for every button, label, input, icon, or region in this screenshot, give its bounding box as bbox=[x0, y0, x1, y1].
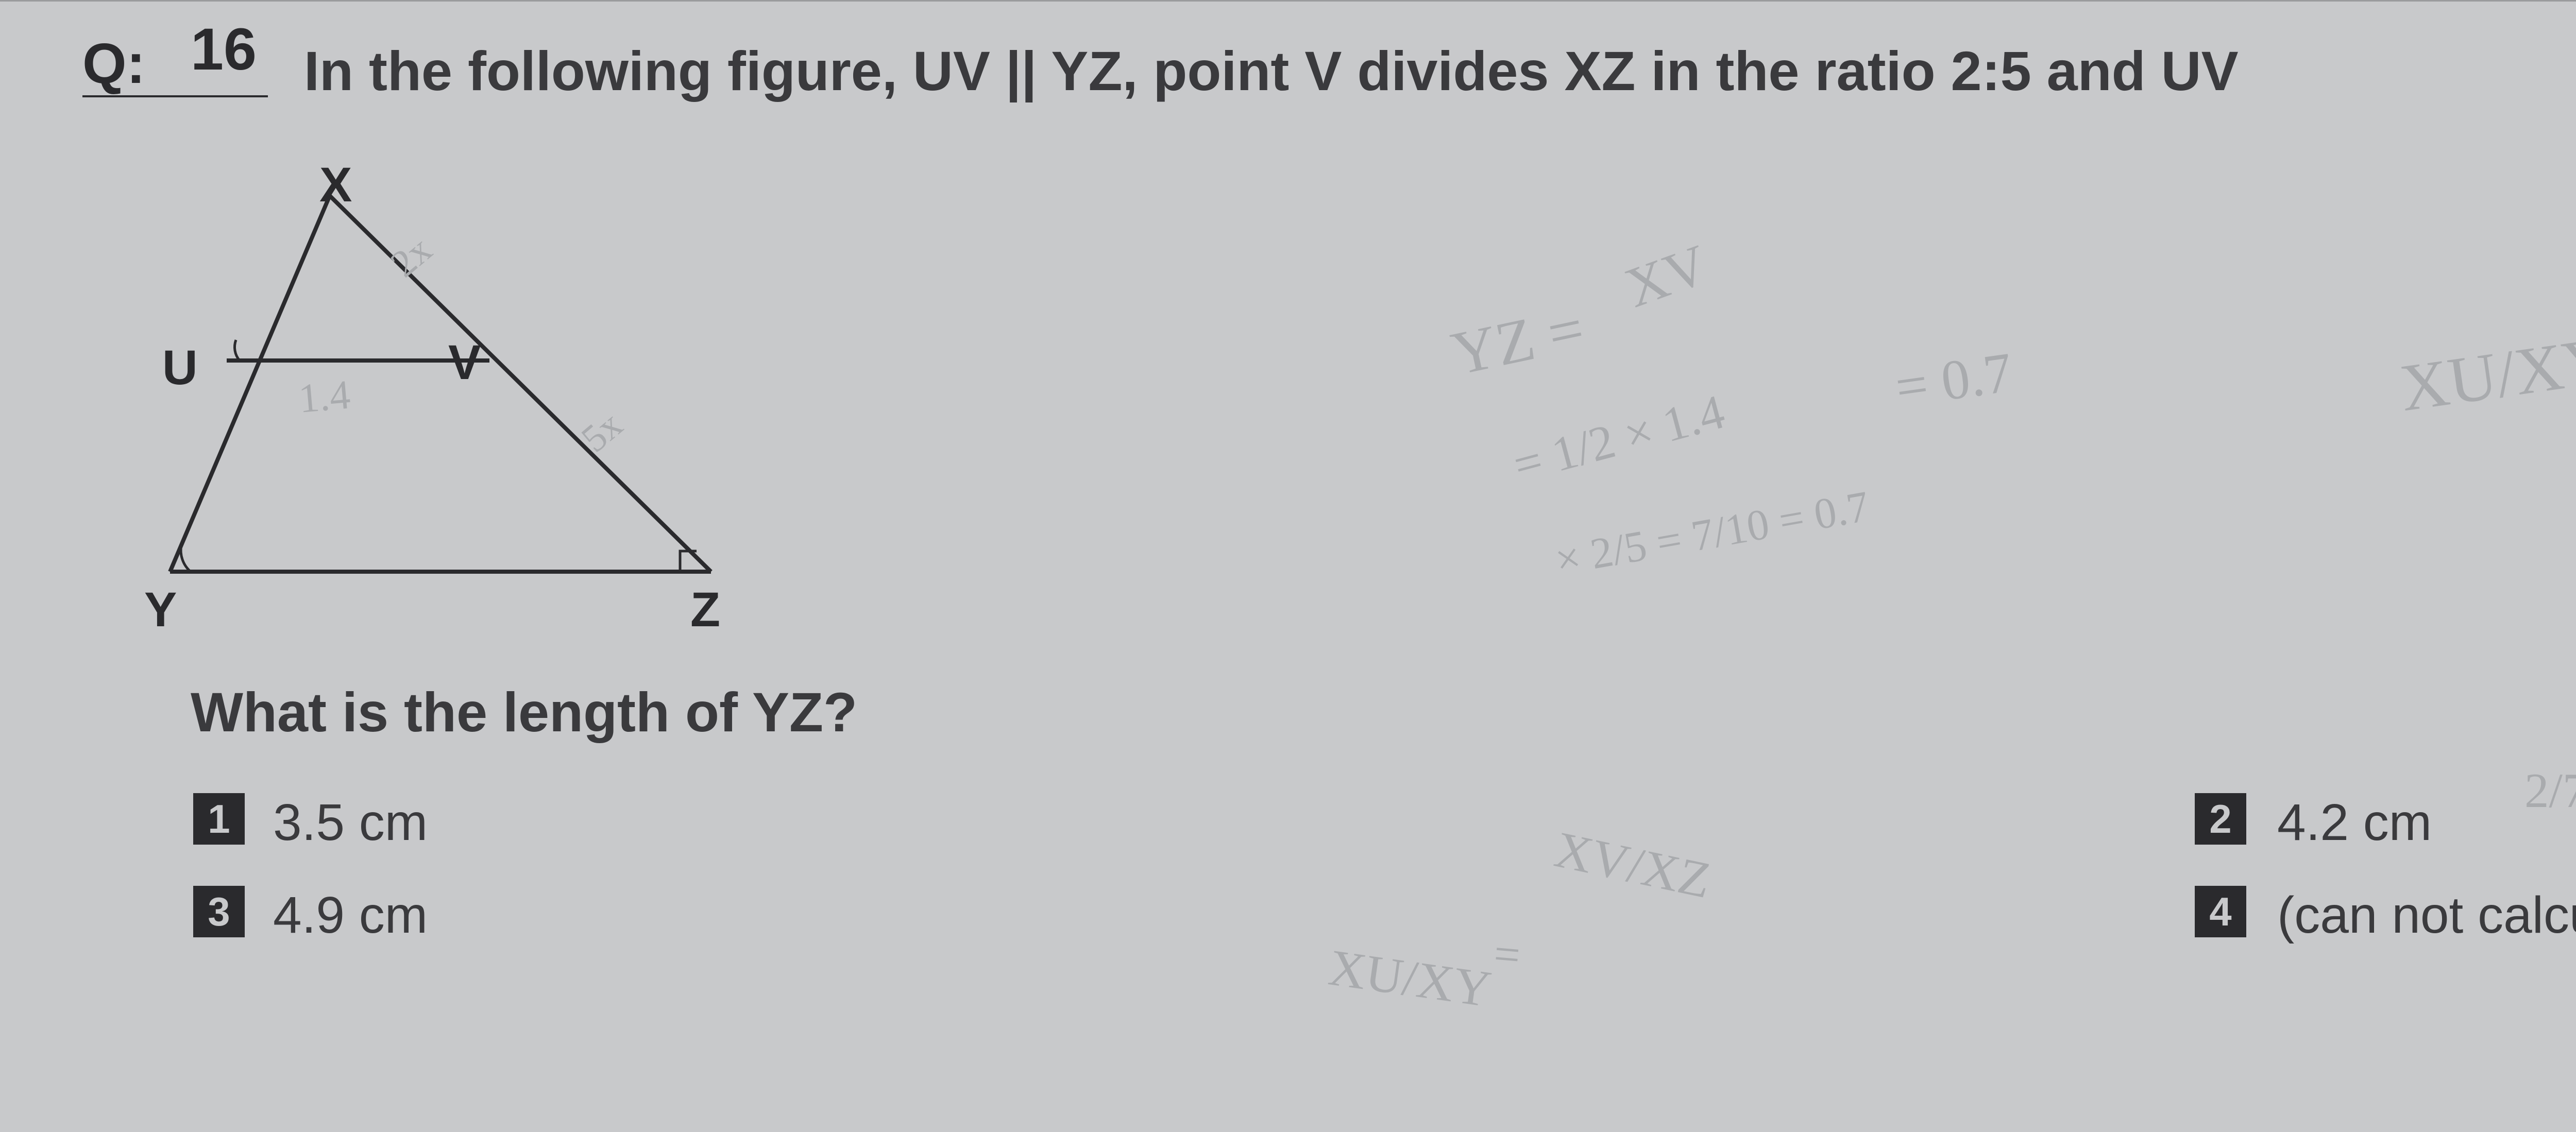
page-divider bbox=[0, 0, 2576, 2]
question-text-content: In the following figure, UV || YZ, point… bbox=[304, 40, 2239, 102]
handwriting-annotation-3: × 2/5 = 7/10 = 0.7 bbox=[1551, 481, 1873, 586]
option-3-box[interactable]: 3 bbox=[193, 886, 245, 937]
question-text: In the following figure, UV || YZ, point… bbox=[304, 39, 2239, 103]
question-label: Q: bbox=[82, 31, 145, 96]
handwriting-annotation-6: = bbox=[1492, 927, 1523, 982]
option-1-text: 3.5 cm bbox=[273, 793, 428, 852]
option-1-box[interactable]: 1 bbox=[193, 793, 245, 845]
option-4-text: (can not calculate from the g bbox=[2277, 886, 2576, 945]
handwriting-annotation-2: = 1/2 × 1.4 bbox=[1507, 383, 1731, 494]
question-number: 16 bbox=[191, 15, 257, 83]
option-2-number: 2 bbox=[2209, 796, 2231, 843]
triangle-svg bbox=[144, 170, 762, 633]
option-2-text: 4.2 cm bbox=[2277, 793, 2432, 852]
sub-question: What is the length of YZ? bbox=[191, 680, 857, 744]
handwriting-annotation-4: XV/XZ bbox=[1550, 819, 1716, 910]
triangle-figure bbox=[144, 170, 762, 633]
option-4-box[interactable]: 4 bbox=[2195, 886, 2246, 937]
handwriting-annotation-7: = 0.7 bbox=[1891, 339, 2016, 420]
option-2-box[interactable]: 2 bbox=[2195, 793, 2246, 845]
sub-question-text: What is the length of YZ? bbox=[191, 681, 857, 743]
handwriting-annotation-1: XV bbox=[1617, 231, 1716, 321]
handwriting-annotation-5: XU/XY bbox=[1325, 938, 1495, 1019]
handwriting-annotation-8: XU/XY bbox=[2396, 321, 2576, 427]
option-4-number: 4 bbox=[2209, 888, 2231, 935]
question-label-text: Q: bbox=[82, 32, 145, 95]
handwriting-annotation-14: 2/7 bbox=[2524, 762, 2576, 819]
angle-y bbox=[181, 545, 191, 572]
angle-u bbox=[234, 340, 240, 361]
option-1-number: 1 bbox=[208, 796, 230, 843]
question-underline bbox=[82, 95, 268, 97]
question-number-text: 16 bbox=[191, 16, 257, 82]
option-3-number: 3 bbox=[208, 888, 230, 935]
option-3-text: 4.9 cm bbox=[273, 886, 428, 945]
handwriting-uv: 1.4 bbox=[297, 371, 352, 422]
handwriting-annotation-0: YZ = bbox=[1446, 293, 1590, 390]
